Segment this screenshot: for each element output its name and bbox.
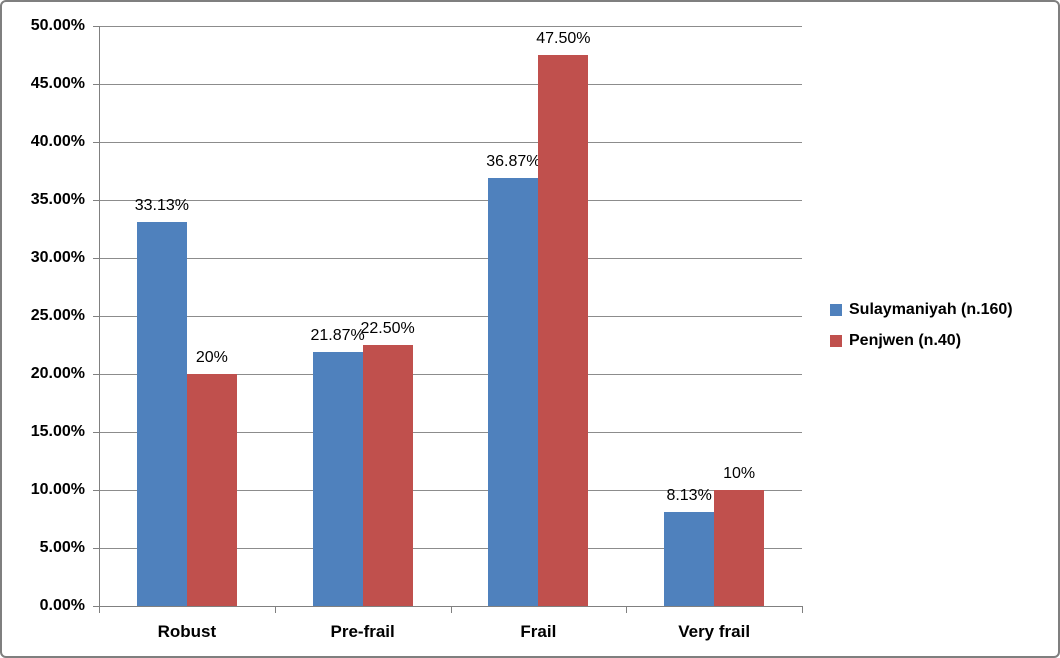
- y-axis-tick-label: 0.00%: [39, 597, 85, 614]
- y-axis-tick: [93, 26, 99, 27]
- gridline-25: [99, 316, 802, 317]
- x-axis-tick: [626, 606, 628, 613]
- y-axis-tick: [93, 606, 99, 607]
- bar-sulaymaniyah-n-160-robust: [136, 221, 187, 606]
- y-axis-tick: [93, 200, 99, 201]
- y-axis-tick-label: 35.00%: [30, 191, 85, 208]
- legend-marker-penjwen-n-40: [830, 335, 842, 347]
- legend-marker-sulaymaniyah-n-160: [830, 304, 842, 316]
- gridline-10: [99, 490, 802, 491]
- y-axis-tick: [93, 432, 99, 433]
- y-axis-tick-label: 10.00%: [30, 481, 85, 498]
- x-axis-tick: [274, 606, 276, 613]
- data-label-sulaymaniyah-n-160-robust: 33.13%: [134, 196, 190, 214]
- plot-area: 33.13% 20% 21.87% 22.50% 36.87% 47.50% 8.13% 10…: [99, 26, 802, 606]
- y-axis-tick-label: 30.00%: [30, 249, 85, 266]
- data-label-penjwen-n-40-pre-frail: 22.50%: [360, 320, 415, 337]
- y-axis-tick: [93, 490, 99, 491]
- legend-item-sulaymaniyah-n-160: Sulaymaniyah (n.160): [830, 301, 1013, 319]
- y-axis-tick-label: 50.00%: [30, 17, 85, 34]
- legend: Sulaymaniyah (n.160) Penjwen (n.40): [830, 301, 1013, 363]
- y-axis-tick-label: 40.00%: [30, 133, 85, 150]
- gridline-40: [99, 142, 802, 143]
- legend-item-penjwen-n-40: Penjwen (n.40): [830, 332, 1013, 350]
- data-label-sulaymaniyah-n-160-very-frail: 8.13%: [666, 486, 712, 504]
- y-axis-tick-label: 15.00%: [30, 423, 85, 440]
- bar-sulaymaniyah-n-160-frail: [488, 178, 539, 606]
- data-label-penjwen-n-40-robust: 20%: [195, 349, 228, 366]
- y-axis-tick: [93, 84, 99, 85]
- bar-sulaymaniyah-n-160-pre-frail: [312, 352, 363, 606]
- gridline-30: [99, 258, 802, 259]
- category-label-robust: Robust: [157, 622, 217, 641]
- y-axis-tick: [93, 548, 99, 549]
- x-axis-tick: [802, 606, 803, 613]
- category-label-pre-frail: Pre-frail: [330, 622, 395, 641]
- gridline-5: [99, 548, 802, 549]
- data-label-sulaymaniyah-n-160-frail: 36.87%: [486, 153, 541, 171]
- y-axis-tick: [93, 258, 99, 259]
- legend-label-penjwen-n-40: Penjwen (n.40): [849, 332, 962, 349]
- y-axis-tick: [93, 374, 99, 375]
- y-axis-tick-label: 20.00%: [30, 365, 85, 382]
- data-label-penjwen-n-40-very-frail: 10%: [723, 465, 756, 482]
- data-label-sulaymaniyah-n-160-pre-frail: 21.87%: [310, 327, 365, 345]
- gridline-50: [99, 26, 802, 27]
- y-axis-tick-label: 25.00%: [30, 307, 85, 324]
- bar-sulaymaniyah-n-160-very-frail: [664, 511, 715, 606]
- category-label-frail: Frail: [520, 622, 557, 641]
- y-axis-tick: [93, 316, 99, 317]
- y-axis-line: [99, 26, 100, 613]
- bar-penjwen-n-40-very-frail: [714, 490, 765, 606]
- bar-penjwen-n-40-robust: [186, 374, 237, 606]
- gridline-20: [99, 374, 802, 375]
- y-axis-tick-label: 45.00%: [30, 75, 85, 92]
- gridline-45: [99, 84, 802, 85]
- gridline-15: [99, 432, 802, 433]
- x-axis-tick: [450, 606, 452, 613]
- y-axis-tick: [93, 142, 99, 143]
- gridline-35: [99, 200, 802, 201]
- category-label-very-frail: Very frail: [678, 622, 751, 641]
- bar-penjwen-n-40-pre-frail: [362, 345, 413, 606]
- data-label-penjwen-n-40-frail: 47.50%: [536, 30, 591, 47]
- y-axis-tick-label: 5.00%: [39, 539, 85, 556]
- bar-penjwen-n-40-frail: [538, 55, 589, 606]
- legend-label-sulaymaniyah-n-160: Sulaymaniyah (n.160): [849, 301, 1013, 318]
